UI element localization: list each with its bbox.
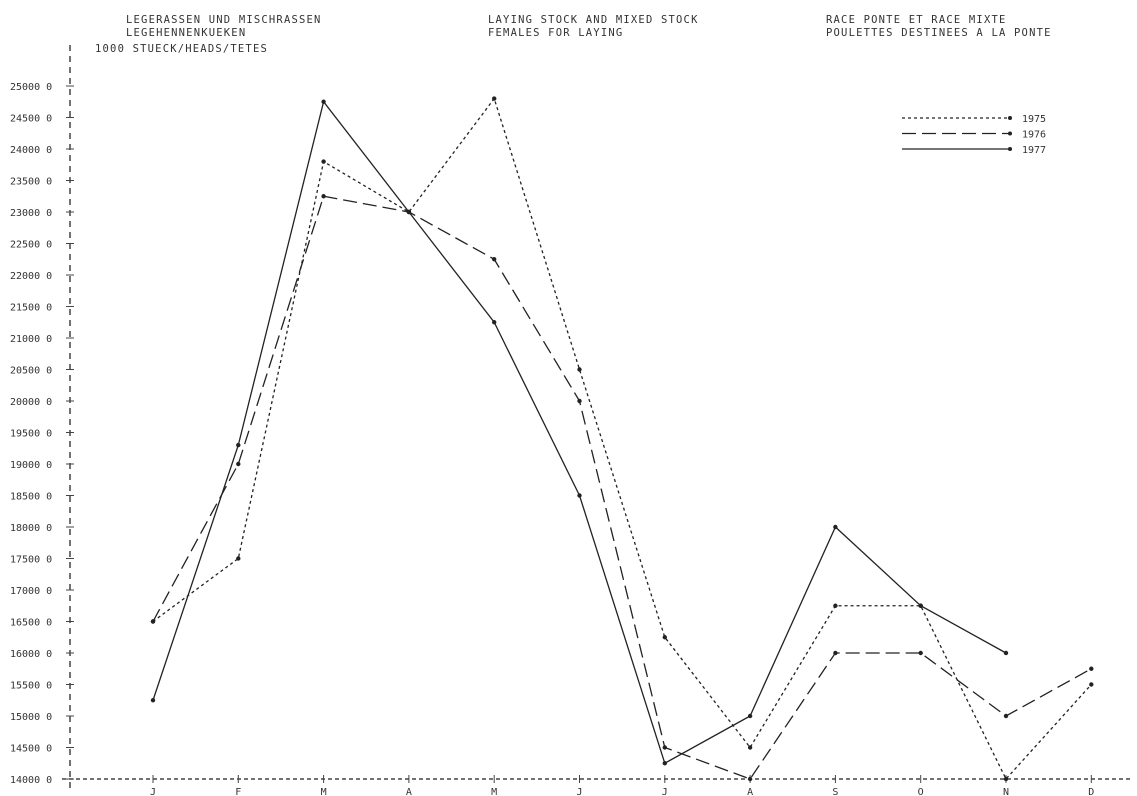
series-lines xyxy=(150,96,1094,782)
data-point-1977 xyxy=(662,761,667,766)
axes xyxy=(62,45,1130,789)
data-point-1977 xyxy=(321,99,326,104)
data-point-1976 xyxy=(577,398,582,404)
title-english-2: FEMALES FOR LAYING xyxy=(488,27,624,39)
data-point-1975 xyxy=(833,603,838,608)
data-point-1975 xyxy=(1089,682,1094,687)
data-point-1977 xyxy=(918,603,923,608)
series-line-1976 xyxy=(152,195,1092,780)
legend-label-1977: 1977 xyxy=(1022,145,1046,156)
x-tick-label: J xyxy=(662,787,668,796)
y-tick-label: 22500 0 xyxy=(10,240,52,251)
data-point-1976 xyxy=(747,776,753,782)
data-point-1977 xyxy=(492,320,497,325)
data-point-1976 xyxy=(236,461,241,467)
title-german-2: LEGEHENNENKUEKEN xyxy=(126,27,247,39)
data-point-1976 xyxy=(662,745,667,750)
y-axis-ticks: 25000 0 24500 0 24000 0 23500 0 23000 0 22500… xyxy=(10,82,74,786)
data-point-1975 xyxy=(577,367,582,372)
y-tick-label: 14000 0 xyxy=(10,775,52,786)
y-tick-label: 18500 0 xyxy=(10,492,52,503)
y-tick-label: 16000 0 xyxy=(10,649,52,660)
y-tick-label: 16500 0 xyxy=(10,618,52,629)
legend-marker-1975 xyxy=(1008,116,1012,120)
x-tick-label: J xyxy=(576,787,582,796)
y-tick-label: 18000 0 xyxy=(10,523,52,534)
title-french-1: RACE PONTE ET RACE MIXTE xyxy=(826,14,1007,26)
series-line-1977 xyxy=(152,100,1007,765)
legend-label-1976: 1976 xyxy=(1022,130,1046,141)
y-tick-label: 21000 0 xyxy=(10,334,52,345)
legend-label-1975: 1975 xyxy=(1022,114,1046,125)
data-point-1977 xyxy=(236,442,241,448)
legend-marker-1977 xyxy=(1008,147,1012,151)
x-tick-label: A xyxy=(406,787,412,796)
y-tick-label: 15500 0 xyxy=(10,681,52,692)
data-point-1976 xyxy=(918,650,923,656)
unit-label: 1000 STUECK/HEADS/TETES xyxy=(95,43,268,55)
x-tick-label: S xyxy=(832,787,838,796)
data-point-1977 xyxy=(1003,650,1009,656)
y-tick-label: 19000 0 xyxy=(10,460,52,471)
x-tick-label: M xyxy=(321,787,327,796)
y-tick-label: 20500 0 xyxy=(10,366,52,377)
data-point-1975 xyxy=(662,635,667,640)
x-tick-label: D xyxy=(1088,787,1094,796)
data-point-1977 xyxy=(747,713,753,719)
y-tick-label: 17000 0 xyxy=(10,586,52,597)
data-point-1975 xyxy=(747,745,753,750)
data-point-1975 xyxy=(492,96,497,101)
y-tick-label: 24500 0 xyxy=(10,114,52,125)
series-line-1975 xyxy=(152,97,1092,781)
data-point-1977 xyxy=(577,493,582,498)
title-french-2: POULETTES DESTINEES A LA PONTE xyxy=(826,27,1052,39)
y-tick-label: 20000 0 xyxy=(10,397,52,408)
title-german-1: LEGERASSEN UND MISCHRASSEN xyxy=(126,14,322,26)
x-tick-label: F xyxy=(235,787,241,796)
data-point-1975 xyxy=(1003,776,1009,782)
data-point-1977 xyxy=(833,524,838,530)
y-tick-label: 14500 0 xyxy=(10,744,52,755)
title-english-1: LAYING STOCK AND MIXED STOCK xyxy=(488,14,699,26)
data-point-1976 xyxy=(321,194,326,199)
legend-marker-1976 xyxy=(1008,131,1012,136)
x-tick-label: O xyxy=(918,787,924,796)
x-tick-label: N xyxy=(1003,787,1009,796)
data-point-1976 xyxy=(1003,713,1009,719)
data-point-1975 xyxy=(236,556,241,561)
y-tick-label: 19500 0 xyxy=(10,429,52,440)
data-point-1977 xyxy=(406,209,412,215)
x-tick-label: A xyxy=(747,787,753,796)
y-tick-label: 22000 0 xyxy=(10,271,52,282)
data-point-1977 xyxy=(150,698,156,703)
data-point-1975 xyxy=(321,159,326,164)
legend: 1975 1976 1977 xyxy=(902,114,1046,156)
y-tick-label: 17500 0 xyxy=(10,555,52,566)
data-point-1976 xyxy=(492,257,497,262)
data-point-1976 xyxy=(150,619,156,624)
y-tick-label: 24000 0 xyxy=(10,145,52,156)
data-point-1976 xyxy=(1089,666,1094,671)
y-tick-label: 21500 0 xyxy=(10,303,52,314)
x-tick-label: J xyxy=(150,787,156,796)
x-tick-label: M xyxy=(491,787,497,796)
data-point-1976 xyxy=(833,650,838,656)
y-tick-label: 15000 0 xyxy=(10,712,52,723)
y-tick-label: 25000 0 xyxy=(10,82,52,93)
y-tick-label: 23500 0 xyxy=(10,177,52,188)
y-tick-label: 23000 0 xyxy=(10,208,52,219)
